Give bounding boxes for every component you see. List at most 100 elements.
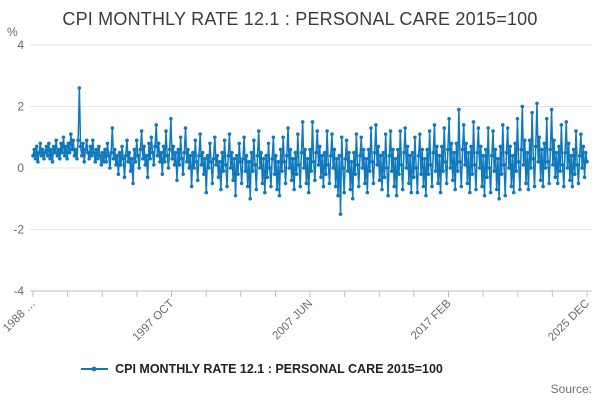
series-point[interactable] [149,135,154,140]
series-point[interactable] [222,138,227,143]
series-point[interactable] [47,141,51,146]
series-point[interactable] [199,163,204,167]
series-point[interactable] [239,181,244,186]
series-point[interactable] [165,153,170,158]
series-point[interactable] [309,169,314,173]
series-point[interactable] [177,163,182,167]
series-point[interactable] [480,184,484,189]
series-point[interactable] [336,193,340,198]
series-point[interactable] [264,153,268,158]
series-point[interactable] [411,175,416,180]
series-point[interactable] [288,147,293,152]
series-point[interactable] [410,150,415,155]
series-point[interactable] [95,156,100,161]
series-point[interactable] [255,153,260,158]
series-point[interactable] [175,178,179,183]
series-point[interactable] [425,147,429,152]
series-point[interactable] [286,126,290,130]
series-point[interactable] [399,163,404,167]
series-point[interactable] [559,123,564,127]
series-point[interactable] [289,178,294,183]
series-point[interactable] [407,181,411,186]
series-point[interactable] [183,126,188,130]
series-point[interactable] [374,123,378,127]
series-point[interactable] [562,184,566,189]
series-point[interactable] [350,196,355,201]
series-point[interactable] [564,120,569,124]
series-point[interactable] [285,153,289,158]
series-point[interactable] [487,166,492,170]
series-point[interactable] [36,160,40,164]
series-point[interactable] [552,138,556,143]
series-point[interactable] [198,132,202,136]
series-point[interactable] [365,190,370,195]
series-point[interactable] [54,138,58,143]
series-point[interactable] [94,147,99,152]
series-point[interactable] [270,156,274,161]
series-point[interactable] [371,181,376,186]
series-point[interactable] [230,150,234,155]
series-point[interactable] [338,212,343,216]
series-point[interactable] [66,141,71,146]
series-point[interactable] [330,132,334,136]
series-point[interactable] [380,187,384,192]
series-point[interactable] [493,147,498,152]
series-point[interactable] [542,141,547,146]
series-point[interactable] [377,178,382,183]
series-point[interactable] [533,144,538,149]
series-point[interactable] [302,166,306,170]
series-point[interactable] [308,147,312,152]
series-point[interactable] [173,150,178,155]
series-point[interactable] [555,181,560,186]
series-point[interactable] [339,135,344,140]
series-point[interactable] [281,135,285,140]
series-point[interactable] [265,175,270,180]
series-point[interactable] [333,184,338,189]
series-point[interactable] [224,163,228,167]
series-point[interactable] [203,156,207,161]
series-point[interactable] [367,169,372,173]
series-point[interactable] [275,187,279,192]
series-point[interactable] [147,141,151,146]
series-point[interactable] [105,141,110,146]
series-point[interactable] [331,166,335,170]
series-point[interactable] [106,153,111,158]
series-point[interactable] [248,196,253,201]
series-point[interactable] [465,181,470,186]
series-point[interactable] [31,153,35,158]
series-point[interactable] [93,160,98,164]
series-point[interactable] [282,160,287,164]
series-point[interactable] [305,156,310,161]
series-point[interactable] [483,147,488,152]
series-point[interactable] [64,144,68,149]
series-point[interactable] [461,123,466,127]
series-point[interactable] [84,138,89,143]
series-point[interactable] [171,144,176,149]
series-point[interactable] [516,160,521,164]
series-point[interactable] [348,187,353,192]
series-point[interactable] [114,163,118,167]
series-point[interactable] [34,144,39,149]
series-point[interactable] [579,132,583,136]
series-point[interactable] [182,150,187,155]
series-point[interactable] [408,153,412,158]
series-point[interactable] [193,138,198,143]
series-point[interactable] [258,166,262,170]
series-point[interactable] [50,160,55,164]
series-point[interactable] [123,153,128,158]
series-point[interactable] [226,153,231,158]
series-point[interactable] [418,132,422,136]
series-point[interactable] [178,135,183,140]
series-point[interactable] [544,117,549,121]
series-point[interactable] [557,144,561,149]
series-point[interactable] [458,160,462,164]
series-point[interactable] [75,156,79,161]
series-point[interactable] [319,175,323,180]
series-point[interactable] [314,150,318,155]
series-point[interactable] [40,147,45,152]
series-point[interactable] [447,117,451,121]
series-point[interactable] [566,141,571,146]
series-point[interactable] [119,163,123,167]
series-point[interactable] [531,156,536,161]
series-point[interactable] [145,175,150,180]
